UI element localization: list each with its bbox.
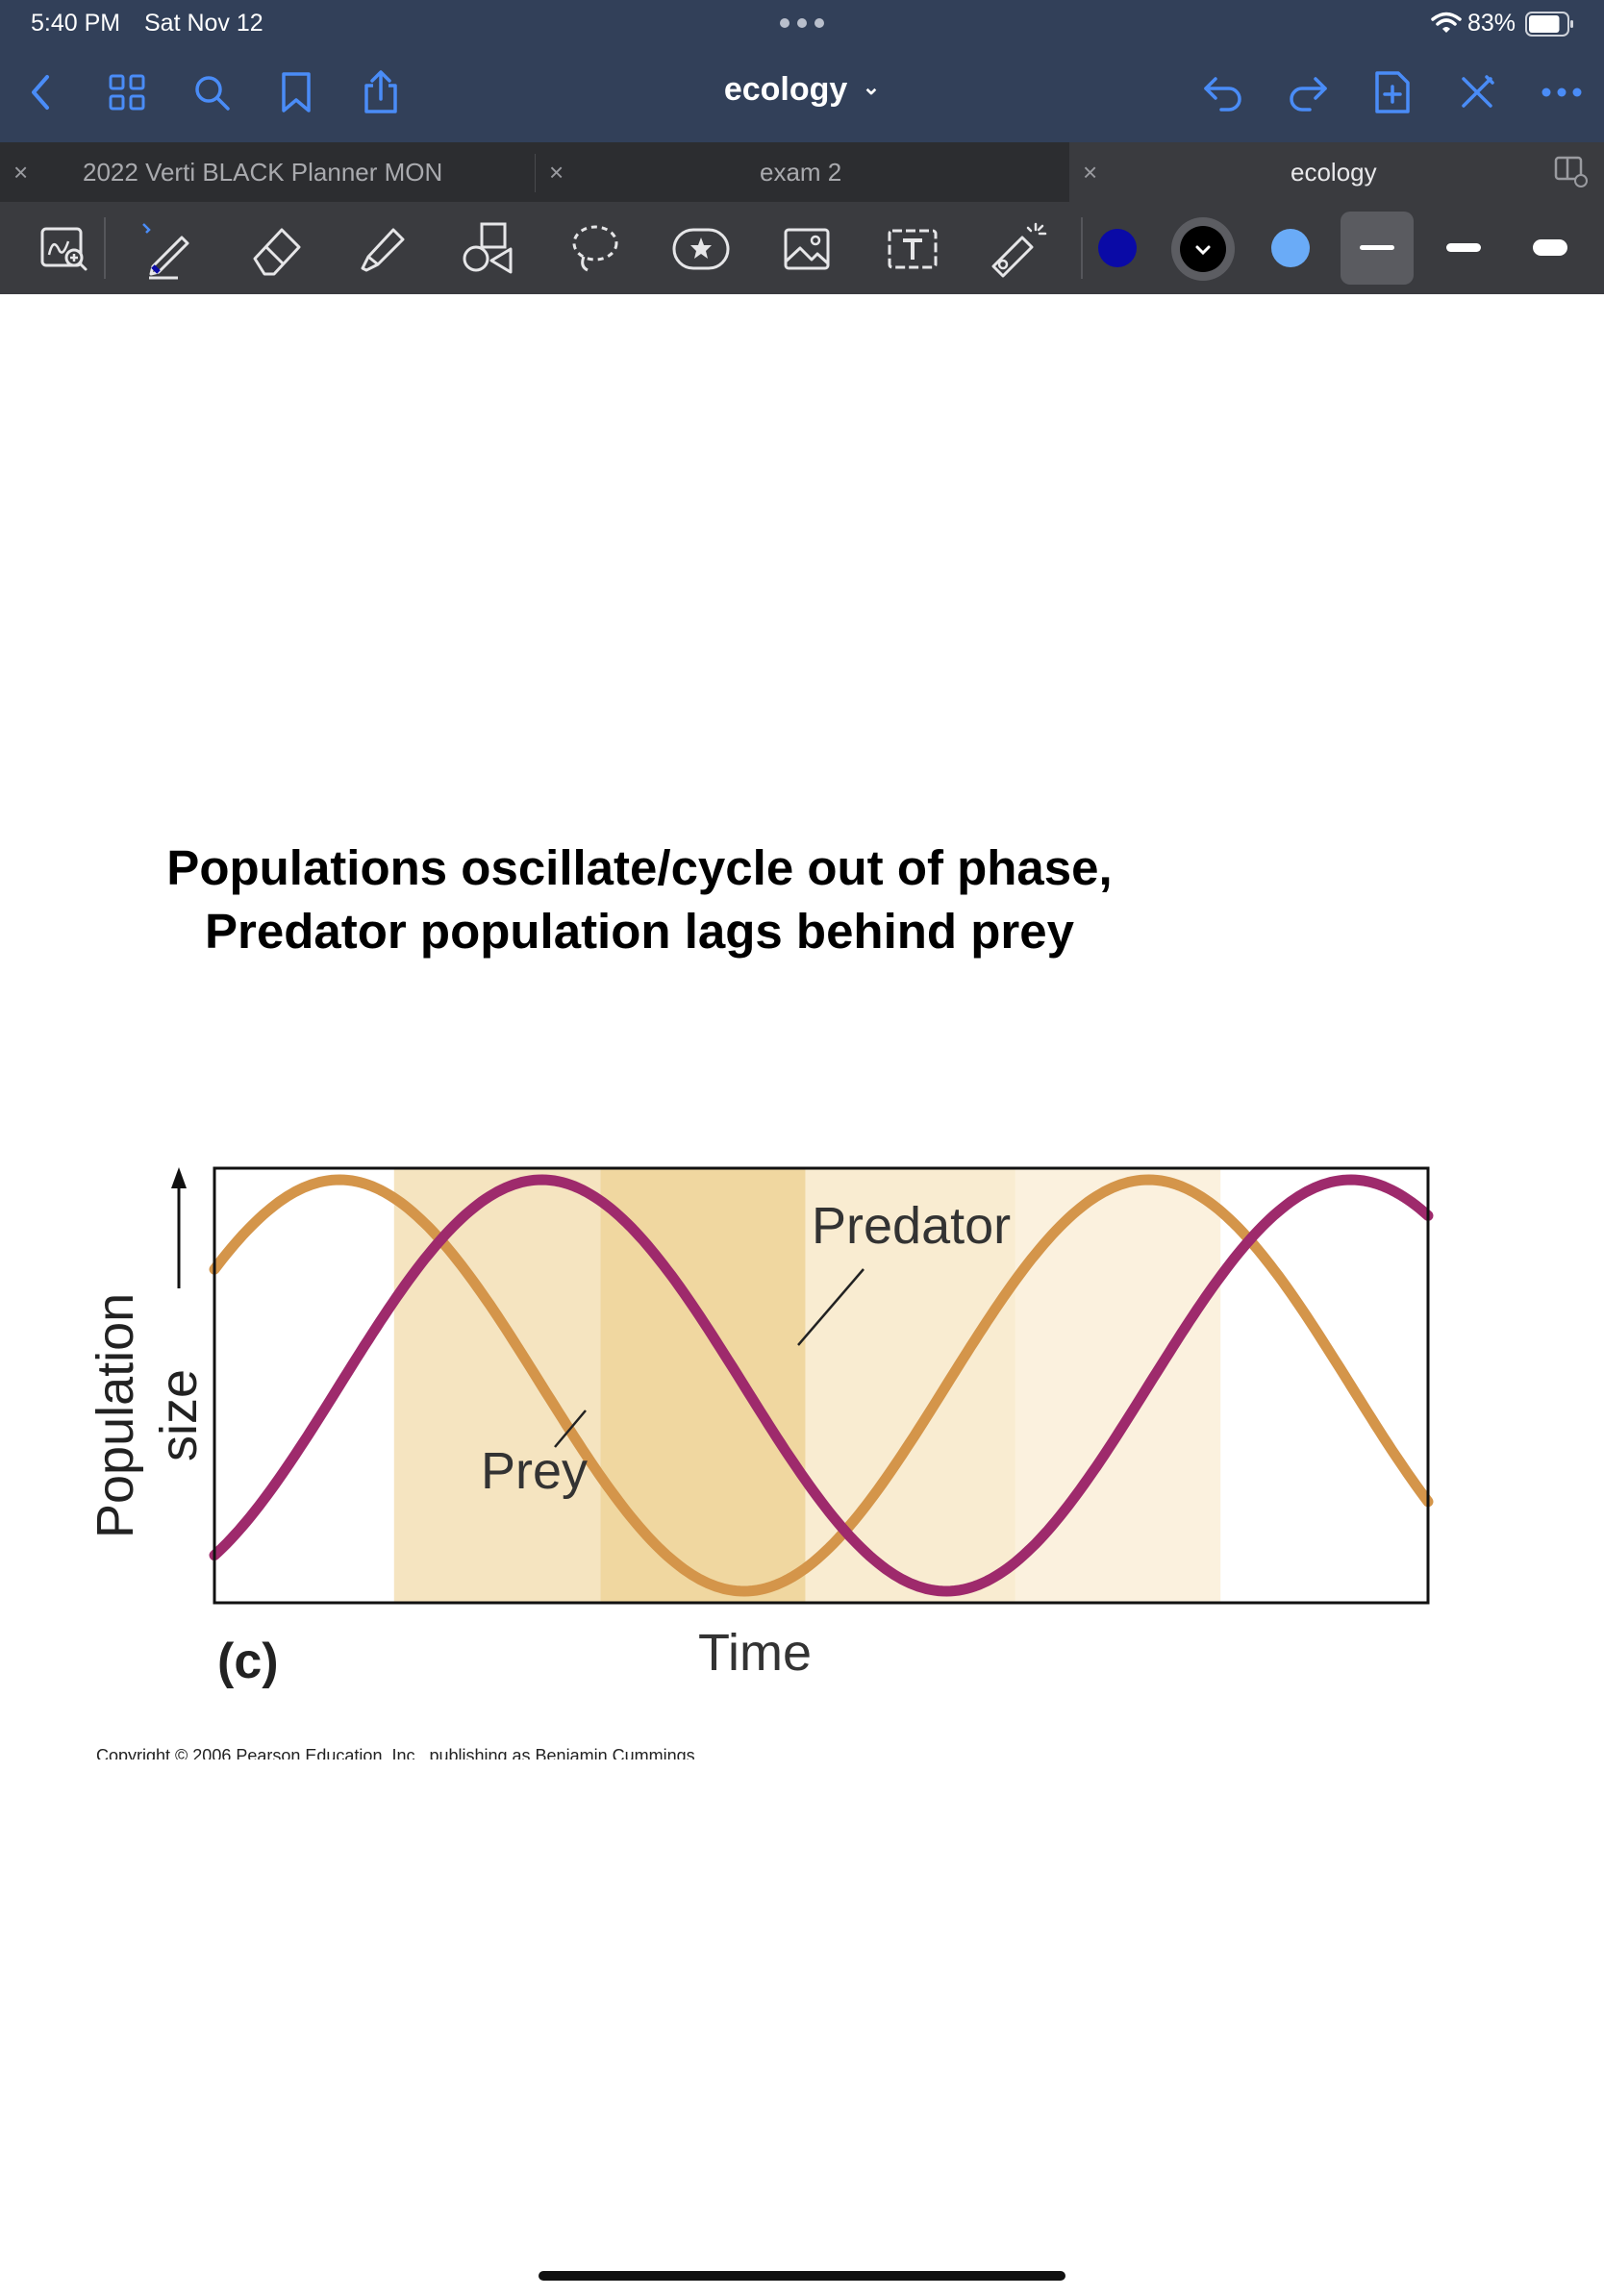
eraser-icon bbox=[253, 228, 301, 276]
tab-planner[interactable]: × 2022 Verti BLACK Planner MON bbox=[0, 142, 535, 202]
thumbnails-button[interactable] bbox=[100, 65, 154, 119]
color-swatch-black-selected[interactable] bbox=[1171, 217, 1235, 281]
battery-icon bbox=[1525, 12, 1573, 37]
exit-edit-button[interactable] bbox=[1450, 65, 1504, 119]
laser-pointer-icon bbox=[991, 222, 1047, 278]
status-bar: 5:40 PM Sat Nov 12 83% bbox=[0, 0, 1604, 46]
status-time: 5:40 PM bbox=[31, 10, 121, 37]
color-swatch-black bbox=[1180, 226, 1226, 272]
highlighter-icon bbox=[361, 228, 405, 272]
grid-icon bbox=[109, 74, 145, 111]
image-tool[interactable] bbox=[773, 215, 840, 283]
undo-icon bbox=[1204, 77, 1241, 112]
stroke-thin-preview bbox=[1360, 245, 1394, 250]
stroke-medium-option[interactable] bbox=[1427, 212, 1500, 285]
document-title-menu: ecology ⌄ bbox=[0, 71, 1604, 109]
more-button[interactable] bbox=[1535, 65, 1589, 119]
predator-leader-line bbox=[797, 1268, 865, 1346]
copyright-notice: Copyright © 2006 Pearson Education, Inc.… bbox=[96, 1746, 695, 1759]
bookmark-button[interactable] bbox=[269, 65, 323, 119]
split-view-icon[interactable] bbox=[1554, 156, 1589, 188]
color-swatch-light-blue[interactable] bbox=[1271, 229, 1310, 267]
star-sticker-icon bbox=[672, 228, 730, 270]
y-axis-arrowhead bbox=[171, 1167, 187, 1188]
text-tool[interactable] bbox=[879, 215, 946, 283]
series-label-predator: Predator bbox=[812, 1197, 1011, 1255]
highlighter-tool[interactable] bbox=[348, 215, 415, 283]
share-button[interactable] bbox=[354, 65, 408, 119]
back-button[interactable] bbox=[13, 65, 67, 119]
annotation-toolbar bbox=[0, 202, 1604, 294]
close-tab-icon[interactable]: × bbox=[1083, 158, 1098, 187]
zoom-window-tool[interactable] bbox=[31, 215, 98, 283]
laser-pointer-tool[interactable] bbox=[985, 215, 1052, 283]
series-label-prey: Prey bbox=[481, 1442, 588, 1500]
chevron-down-icon bbox=[1195, 245, 1211, 256]
y-axis-label-line-1: Population bbox=[87, 1293, 144, 1538]
image-icon bbox=[784, 228, 830, 270]
phase-band-2 bbox=[600, 1168, 806, 1603]
series-line-prey bbox=[209, 1174, 1434, 1597]
document-tab-bar: × 2022 Verti BLACK Planner MON × exam 2 … bbox=[0, 142, 1604, 202]
redo-icon bbox=[1290, 77, 1327, 112]
stroke-thick-preview bbox=[1533, 239, 1567, 256]
status-date: Sat Nov 12 bbox=[144, 10, 263, 37]
predator-prey-chart: Population size Prey Predator (c) Time C… bbox=[87, 1166, 1434, 1759]
home-indicator[interactable] bbox=[539, 2271, 1065, 2281]
tab-label: ecology bbox=[1291, 158, 1377, 187]
pen-icon bbox=[142, 223, 189, 280]
tab-exam-2[interactable]: × exam 2 bbox=[536, 142, 1067, 202]
close-tab-icon[interactable]: × bbox=[549, 158, 564, 187]
toolbar-divider bbox=[104, 217, 106, 279]
document-title[interactable]: ecology bbox=[723, 71, 848, 108]
pen-tool[interactable] bbox=[137, 215, 204, 283]
phase-band-1 bbox=[393, 1168, 601, 1603]
lasso-tool[interactable] bbox=[562, 215, 629, 283]
close-tab-icon[interactable]: × bbox=[13, 158, 29, 187]
chevron-left-icon bbox=[32, 75, 49, 110]
chevron-down-icon[interactable]: ⌄ bbox=[862, 75, 881, 99]
tab-divider bbox=[535, 154, 536, 192]
stroke-thick-option[interactable] bbox=[1514, 212, 1587, 285]
pencil-off-icon bbox=[1462, 75, 1494, 108]
add-page-button[interactable] bbox=[1366, 65, 1419, 119]
add-page-icon bbox=[1375, 71, 1410, 113]
undo-button[interactable] bbox=[1196, 65, 1250, 119]
redo-button[interactable] bbox=[1281, 65, 1335, 119]
plot-frame bbox=[213, 1166, 1430, 1605]
lasso-icon bbox=[572, 225, 618, 272]
page-heading: Populations oscillate/cycle out of phase… bbox=[115, 836, 1164, 963]
chart-series bbox=[209, 1174, 1434, 1597]
bookmark-icon bbox=[282, 72, 311, 112]
elements-tool[interactable] bbox=[667, 215, 735, 283]
panel-label: (c) bbox=[217, 1634, 279, 1689]
share-icon bbox=[364, 70, 397, 113]
eraser-tool[interactable] bbox=[242, 215, 310, 283]
document-nav-bar: ecology ⌄ bbox=[0, 46, 1604, 142]
y-axis-label-line-2: size bbox=[150, 1369, 208, 1461]
series-line-predator bbox=[209, 1174, 1434, 1597]
tab-ecology[interactable]: × ecology bbox=[1069, 142, 1604, 202]
color-swatch-navy[interactable] bbox=[1098, 229, 1137, 267]
more-icon bbox=[1541, 87, 1582, 97]
search-icon bbox=[195, 76, 230, 111]
shapes-tool[interactable] bbox=[454, 215, 521, 283]
battery-percentage: 83% bbox=[1467, 10, 1516, 37]
multitasking-dots-icon[interactable] bbox=[777, 13, 827, 33]
phase-bands bbox=[393, 1168, 1221, 1603]
wifi-icon bbox=[1431, 12, 1462, 33]
stroke-thin-option[interactable] bbox=[1341, 212, 1414, 285]
tab-label: exam 2 bbox=[760, 158, 842, 187]
stroke-medium-preview bbox=[1446, 243, 1481, 252]
tab-label: 2022 Verti BLACK Planner MON bbox=[83, 158, 443, 187]
shapes-icon bbox=[463, 222, 513, 274]
search-button[interactable] bbox=[185, 65, 238, 119]
heading-line-1: Populations oscillate/cycle out of phase… bbox=[166, 840, 1113, 895]
toolbar-divider bbox=[1081, 217, 1083, 279]
prey-leader-line bbox=[554, 1410, 587, 1448]
text-box-icon bbox=[888, 229, 938, 269]
zoom-window-icon bbox=[40, 227, 88, 271]
x-axis-label: Time bbox=[698, 1624, 812, 1682]
heading-line-2: Predator population lags behind prey bbox=[205, 904, 1074, 959]
